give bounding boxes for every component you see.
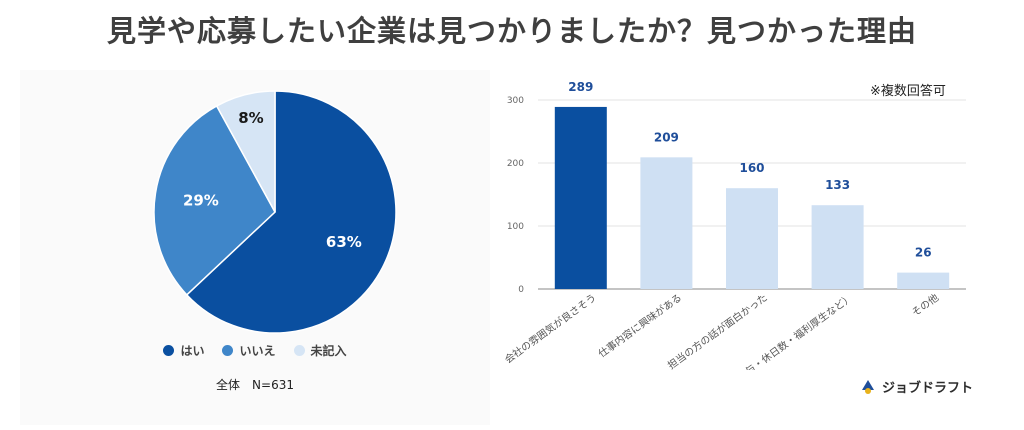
pie-slice-1 <box>153 104 276 296</box>
pie-chart: 63% 29% 8% <box>153 90 397 334</box>
pie-chart-panel: 63% 29% 8% はい いいえ 未記入 全体 N=631 <box>20 70 490 425</box>
bar-value-label-3: 133 <box>825 178 850 192</box>
legend-dot-blank <box>293 345 305 356</box>
legend-dot-yes <box>163 345 175 356</box>
legend-dot-no <box>222 345 234 356</box>
page-title: 見学や応募したい企業は見つかりましたか？見つかった理由 <box>106 14 917 48</box>
bar-3 <box>811 205 864 289</box>
legend-label-yes: はい <box>180 344 205 358</box>
brand-mark-icon <box>862 380 874 394</box>
x-category-label-4: その他 <box>909 291 941 319</box>
pie-label-0: 63% <box>326 233 362 251</box>
legend-item-blank: 未記入 <box>293 342 347 359</box>
legend-label-no: いいえ <box>239 344 276 358</box>
pie-label-1: 29% <box>183 191 219 209</box>
brand-name: ジョブドラフト <box>882 380 974 396</box>
x-category-label-0: 会社の雰囲気が良さそう <box>502 291 599 366</box>
bar-0 <box>554 106 607 290</box>
legend-item-no: いいえ <box>222 342 276 359</box>
y-tick-label-0: 0 <box>518 285 524 295</box>
bar-chart: 0 100 200 300 289 会社の雰囲気が良さそう 209 仕事内容に興味がある 160… <box>502 80 966 370</box>
bar-value-label-1: 209 <box>654 130 679 144</box>
pie-total-label: 全体 N=631 <box>216 378 294 392</box>
pie-slice-0 <box>185 90 397 334</box>
pie-slice-2 <box>215 90 276 213</box>
y-tick-label-200: 200 <box>507 159 524 169</box>
bar-2 <box>726 188 778 289</box>
bar-1 <box>640 157 693 289</box>
bar-4 <box>897 272 950 289</box>
pie-label-2: 8% <box>238 109 263 127</box>
brand-logo: ジョブドラフト <box>858 376 973 396</box>
y-tick-label-100: 100 <box>507 222 524 232</box>
pie-legend: はい いいえ 未記入 <box>20 342 490 359</box>
bar-value-label-4: 26 <box>915 246 932 260</box>
legend-label-blank: 未記入 <box>310 344 347 358</box>
multiple-answer-note: ※複数回答可 <box>870 84 946 99</box>
legend-item-yes: はい <box>163 342 204 359</box>
x-category-label-1: 仕事内容に興味がある <box>596 291 685 360</box>
bar-value-label-2: 160 <box>739 161 764 175</box>
bar-value-label-0: 289 <box>568 80 593 94</box>
y-tick-label-300: 300 <box>507 96 524 106</box>
